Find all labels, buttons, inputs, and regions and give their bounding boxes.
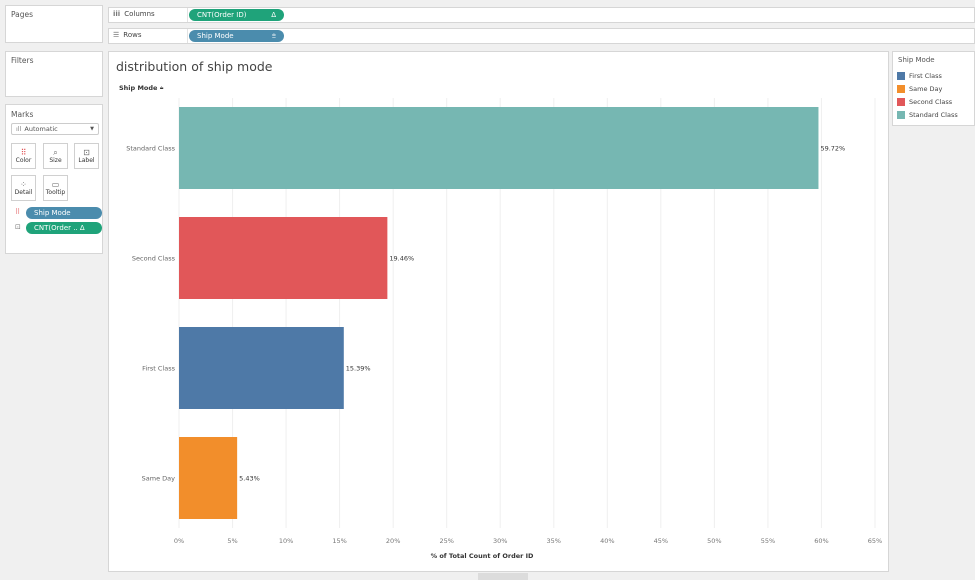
- legend-item-label: Standard Class: [909, 111, 958, 119]
- detail-icon: ⁘: [20, 180, 27, 189]
- mark-type-value: Automatic: [24, 125, 58, 133]
- category-label: Standard Class: [126, 145, 175, 153]
- legend-item-label: Second Class: [909, 98, 953, 106]
- legend-item-label: First Class: [909, 72, 942, 80]
- bar: [179, 217, 388, 299]
- data-label: 59.72%: [820, 145, 845, 153]
- columns-shelf[interactable]: iii Columns CNT(Order ID) Δ: [108, 7, 975, 23]
- bar-chart: 0% 5% 10% 15% 20% 25% 30% 35% 40% 45% 50% 55% 60% 65%…: [126, 98, 882, 560]
- tooltip-icon: ▭: [51, 180, 60, 189]
- legend-item[interactable]: Same Day: [897, 84, 942, 94]
- x-tick-label: 0%: [174, 537, 184, 545]
- pages-card[interactable]: Pages: [5, 5, 103, 43]
- x-tick-label: 30%: [493, 537, 507, 545]
- marks-color-pill-row: ⠿ Ship Mode: [11, 207, 102, 219]
- legend-item-label: Same Day: [909, 85, 943, 93]
- rows-icon: ☰: [113, 31, 120, 39]
- marks-ship-mode-pill[interactable]: Ship Mode: [26, 207, 102, 219]
- x-axis-title: % of Total Count of Order ID: [431, 552, 534, 560]
- detail-button-label: Detail: [14, 189, 33, 196]
- row-header[interactable]: Ship Mode ⩧: [119, 84, 164, 93]
- marks-card: Marks ıll Automatic ▼ ⠿ Color ⌕ Size ⊡ L…: [5, 104, 103, 254]
- rows-pill-label: Ship Mode: [197, 32, 234, 40]
- label-button-label: Label: [78, 157, 95, 164]
- chevron-down-icon: ▼: [90, 126, 94, 132]
- x-tick-label: 25%: [439, 537, 453, 545]
- sort-icon: ⩧: [159, 84, 164, 92]
- chart-view: distribution of ship mode Ship Mode ⩧ 0%…: [108, 51, 889, 572]
- legend-swatch: [897, 72, 905, 80]
- legend-swatch: [897, 98, 905, 106]
- x-tick-label: 10%: [279, 537, 293, 545]
- marks-count-pill-label: CNT(Order .. Δ: [34, 224, 85, 232]
- sort-icon: ⩧: [271, 31, 276, 40]
- columns-icon: iii: [113, 10, 121, 18]
- tooltip-button[interactable]: ▭ Tooltip: [43, 175, 68, 201]
- shelf-divider: [187, 8, 188, 22]
- columns-pill[interactable]: CNT(Order ID) Δ: [189, 9, 284, 21]
- label-button[interactable]: ⊡ Label: [74, 143, 99, 169]
- x-tick-label: 50%: [707, 537, 721, 545]
- bar-chart-icon: ıll: [16, 125, 22, 133]
- filters-card-title: Filters: [11, 56, 34, 65]
- legend-item[interactable]: First Class: [897, 71, 942, 81]
- row-header-label: Ship Mode: [119, 84, 158, 92]
- x-tick-label: 45%: [654, 537, 668, 545]
- legend-item[interactable]: Second Class: [897, 97, 952, 107]
- size-button[interactable]: ⌕ Size: [43, 143, 68, 169]
- color-icon: ⠿: [15, 208, 21, 216]
- data-label: 15.39%: [346, 365, 371, 373]
- rows-shelf-label-group: ☰ Rows: [113, 31, 142, 39]
- rows-shelf[interactable]: ☰ Rows Ship Mode ⩧: [108, 28, 975, 44]
- x-tick-label: 5%: [227, 537, 237, 545]
- color-button-label: Color: [15, 157, 32, 164]
- x-tick-label: 60%: [814, 537, 828, 545]
- pages-card-title: Pages: [11, 10, 34, 19]
- mark-type-dropdown[interactable]: ıll Automatic ▼: [11, 123, 99, 135]
- marks-count-pill[interactable]: CNT(Order .. Δ: [26, 222, 102, 234]
- color-icon: ⠿: [20, 148, 27, 157]
- category-label: Second Class: [132, 255, 176, 263]
- sheet-scroll-handle[interactable]: [478, 573, 528, 580]
- rows-pill[interactable]: Ship Mode ⩧: [189, 30, 284, 42]
- marks-card-title: Marks: [11, 110, 34, 119]
- size-icon: ⌕: [53, 148, 58, 157]
- category-label: First Class: [142, 365, 175, 373]
- marks-label-pill-row: ⊡ CNT(Order .. Δ: [11, 222, 102, 234]
- tooltip-button-label: Tooltip: [45, 189, 66, 196]
- legend-swatch: [897, 111, 905, 119]
- marks-ship-mode-pill-label: Ship Mode: [34, 209, 71, 217]
- legend-item[interactable]: Standard Class: [897, 110, 958, 120]
- x-tick-label: 40%: [600, 537, 614, 545]
- rows-shelf-label: Rows: [123, 31, 142, 39]
- color-button[interactable]: ⠿ Color: [11, 143, 36, 169]
- x-tick-label: 65%: [868, 537, 882, 545]
- label-icon: ⊡: [83, 148, 90, 157]
- x-tick-label: 35%: [547, 537, 561, 545]
- columns-shelf-label-group: iii Columns: [113, 10, 155, 18]
- data-label: 5.43%: [239, 475, 260, 483]
- shelf-divider: [187, 29, 188, 43]
- x-tick-label: 20%: [386, 537, 400, 545]
- data-label: 19.46%: [389, 255, 414, 263]
- chart-title: distribution of ship mode: [116, 59, 273, 74]
- bar: [179, 107, 819, 189]
- columns-shelf-label: Columns: [124, 10, 155, 18]
- color-legend: Ship Mode First Class Same Day Second Cl…: [892, 51, 975, 126]
- bar: [179, 437, 238, 519]
- x-tick-label: 55%: [761, 537, 775, 545]
- legend-title: Ship Mode: [898, 56, 935, 64]
- x-tick-label: 15%: [332, 537, 346, 545]
- detail-button[interactable]: ⁘ Detail: [11, 175, 36, 201]
- filters-card[interactable]: Filters: [5, 51, 103, 97]
- size-button-label: Size: [49, 157, 62, 164]
- columns-pill-label: CNT(Order ID): [197, 11, 247, 19]
- label-icon: ⊡: [15, 223, 21, 231]
- delta-icon: Δ: [271, 11, 276, 19]
- bar: [179, 327, 344, 409]
- category-label: Same Day: [142, 475, 175, 483]
- legend-swatch: [897, 85, 905, 93]
